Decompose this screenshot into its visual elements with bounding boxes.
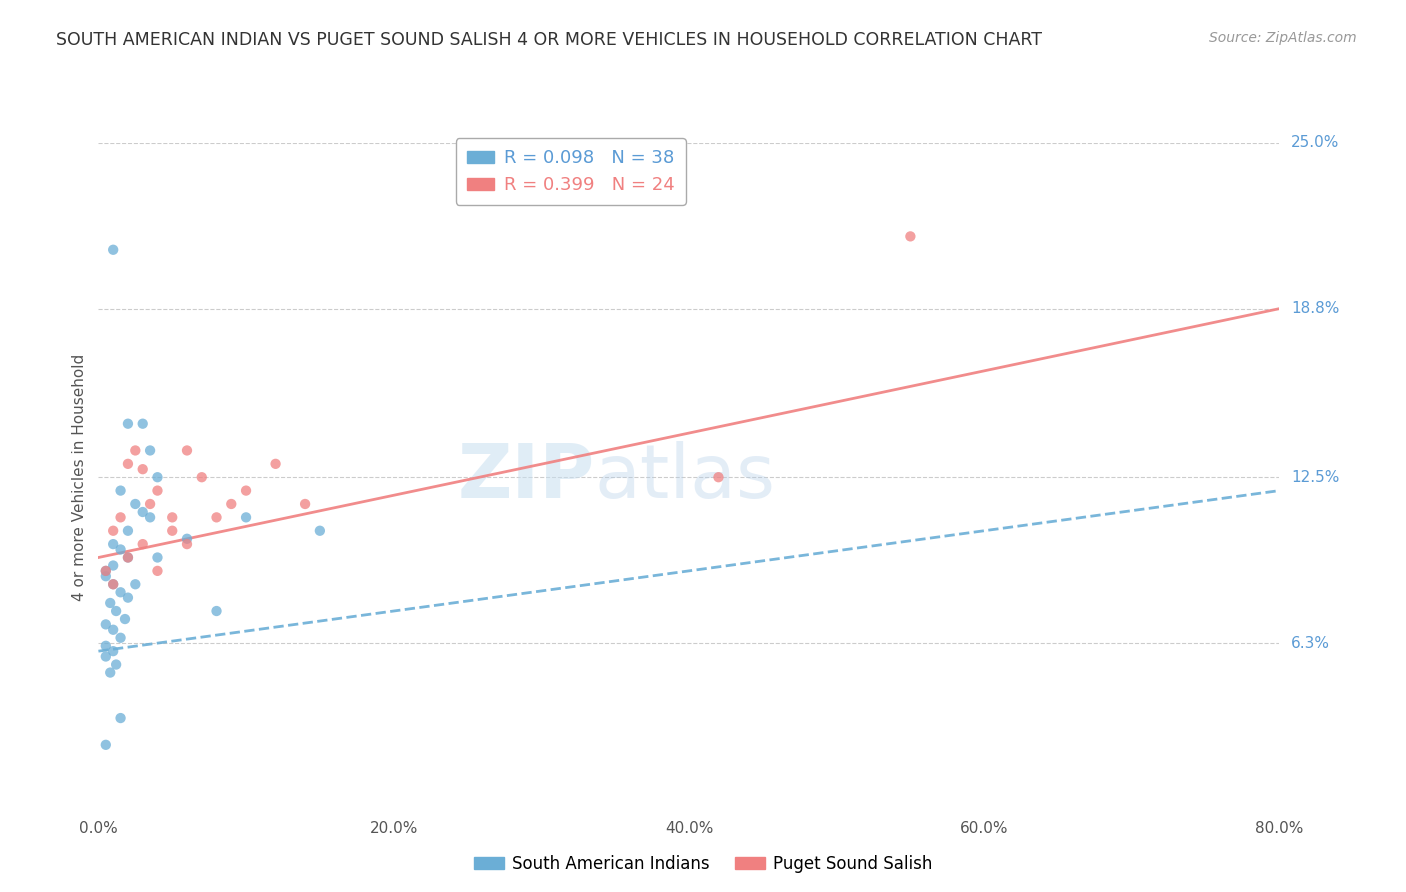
Point (294, 497, 316, 511)
Point (94, 564, 117, 578)
Point (205, 510, 228, 524)
Point (94, 617, 117, 632)
Text: SOUTH AMERICAN INDIAN VS PUGET SOUND SALISH 4 OR MORE VEHICLES IN HOUSEHOLD CORR: SOUTH AMERICAN INDIAN VS PUGET SOUND SAL… (56, 31, 1042, 49)
Point (105, 657, 128, 672)
Point (110, 483, 132, 498)
Point (94, 564, 117, 578)
Point (110, 510, 132, 524)
Point (94, 639, 117, 653)
Text: Source: ZipAtlas.com: Source: ZipAtlas.com (1209, 31, 1357, 45)
Point (146, 483, 169, 498)
Point (110, 542, 132, 557)
Point (105, 604, 128, 618)
Point (110, 711, 132, 725)
Point (98, 665, 121, 680)
Point (114, 612, 136, 626)
Point (103, 558, 125, 573)
Y-axis label: 4 or more Vehicles in Household: 4 or more Vehicles in Household (72, 353, 87, 601)
Point (235, 510, 257, 524)
Point (176, 532, 198, 546)
Text: 12.5%: 12.5% (1291, 470, 1340, 484)
Point (176, 443, 198, 458)
Point (103, 243, 125, 257)
Point (94, 738, 117, 752)
Point (309, 524, 332, 538)
Point (117, 591, 139, 605)
Point (124, 497, 146, 511)
Point (103, 577, 125, 591)
Point (117, 417, 139, 431)
Point (146, 564, 169, 578)
Point (103, 644, 125, 658)
Point (219, 497, 243, 511)
Point (139, 443, 162, 458)
Point (132, 537, 155, 551)
Legend: R = 0.098   N = 38, R = 0.399   N = 24: R = 0.098 N = 38, R = 0.399 N = 24 (456, 138, 686, 205)
Text: atlas: atlas (595, 441, 776, 514)
Point (94, 649, 117, 664)
Point (900, 229, 922, 244)
Point (139, 510, 162, 524)
Point (139, 497, 162, 511)
Point (103, 537, 125, 551)
Point (117, 550, 139, 565)
Point (117, 457, 139, 471)
Text: ZIP: ZIP (457, 441, 595, 514)
Point (94, 569, 117, 583)
Point (191, 470, 214, 484)
Point (146, 550, 169, 565)
Point (117, 550, 139, 565)
Point (205, 604, 228, 618)
Point (707, 470, 730, 484)
Point (146, 470, 169, 484)
Point (176, 537, 198, 551)
Point (132, 462, 155, 476)
Point (103, 524, 125, 538)
Text: 25.0%: 25.0% (1291, 136, 1340, 150)
Point (264, 457, 287, 471)
Point (124, 443, 146, 458)
Text: 6.3%: 6.3% (1291, 636, 1330, 650)
Point (117, 524, 139, 538)
Point (132, 505, 155, 519)
Text: 18.8%: 18.8% (1291, 301, 1340, 316)
Point (124, 577, 146, 591)
Point (103, 623, 125, 637)
Point (162, 510, 183, 524)
Point (98, 596, 121, 610)
Legend: South American Indians, Puget Sound Salish: South American Indians, Puget Sound Sali… (467, 848, 939, 880)
Point (110, 631, 132, 645)
Point (132, 417, 155, 431)
Point (103, 577, 125, 591)
Point (162, 524, 183, 538)
Point (235, 483, 257, 498)
Point (110, 585, 132, 599)
